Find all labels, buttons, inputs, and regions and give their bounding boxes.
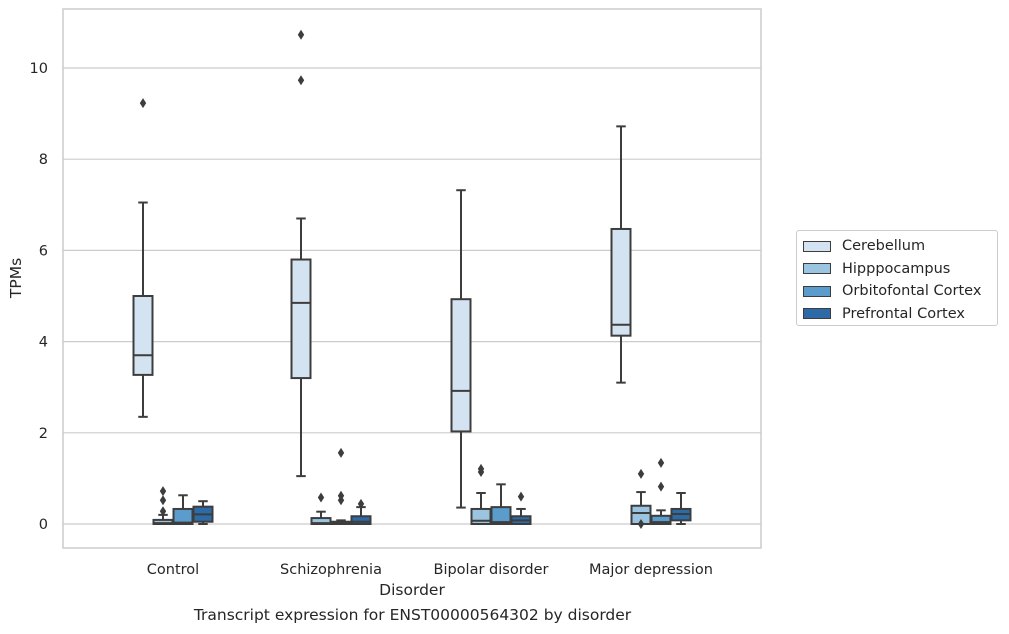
y-axis-label: TPMs — [7, 258, 25, 299]
chart-title: Transcript expression for ENST0000056430… — [193, 606, 632, 624]
box-prefrontal-cortex-1 — [350, 498, 372, 525]
outlier-point — [159, 495, 167, 506]
x-tick-labels: Control Schizophrenia Bipolar disorder Majo… — [147, 562, 713, 578]
box-orbitofontal-cortex-1 — [330, 447, 352, 525]
outlier-point — [477, 463, 485, 474]
box-cerebellum-0 — [132, 98, 154, 418]
box-prefrontal-cortex-0 — [192, 500, 214, 525]
legend-swatch — [803, 308, 831, 320]
box-prefrontal-cortex-2 — [510, 491, 532, 525]
outlier-point — [317, 492, 325, 503]
outlier-point — [297, 29, 305, 40]
legend-item: Cerebellum — [803, 235, 997, 258]
x-tick-label: Schizophrenia — [280, 562, 382, 578]
box-prefrontal-cortex-3 — [670, 491, 692, 525]
box-iqr — [290, 258, 312, 380]
y-tick-label: 6 — [39, 243, 48, 259]
outlier-point — [657, 457, 665, 468]
y-tick-label: 4 — [39, 335, 48, 351]
outlier-point — [139, 98, 147, 109]
y-tick-label: 10 — [30, 61, 48, 77]
outlier-point — [357, 498, 365, 509]
y-tick-label: 2 — [39, 426, 48, 442]
legend-label: Prefrontal Cortex — [842, 305, 965, 322]
box-orbitofontal-cortex-3 — [650, 457, 672, 525]
y-tick-label: 8 — [39, 152, 48, 168]
outlier-point — [159, 486, 167, 497]
box-hipppocampus-2 — [470, 463, 492, 525]
outlier-point — [159, 506, 167, 517]
box-hipppocampus-0 — [152, 486, 174, 525]
outlier-point — [337, 490, 345, 501]
outlier-point — [637, 468, 645, 479]
box-iqr — [610, 227, 632, 337]
grid-lines — [63, 67, 761, 525]
legend-label: Orbitofontal Cortex — [842, 283, 982, 300]
box-cerebellum-1 — [290, 29, 312, 478]
box-orbitofontal-cortex-0 — [172, 494, 194, 525]
box-orbitofontal-cortex-2 — [490, 483, 512, 525]
x-tick-label: Control — [147, 562, 199, 578]
box-cerebellum-3 — [610, 125, 632, 384]
outlier-point — [517, 491, 525, 502]
box-iqr — [350, 515, 372, 525]
y-tick-labels: 0 2 4 6 8 10 — [30, 61, 48, 533]
box-hipppocampus-1 — [310, 492, 332, 526]
box-iqr — [450, 298, 472, 433]
x-tick-label: Major depression — [589, 562, 713, 578]
legend-label: Cerebellum — [842, 238, 926, 255]
legend: Cerebellum Hipppocampus Orbitofontal Corte… — [796, 230, 998, 326]
legend-swatch — [803, 285, 831, 297]
box-cerebellum-2 — [450, 189, 472, 509]
legend-swatch — [803, 263, 831, 275]
outlier-point — [657, 481, 665, 492]
legend-swatch — [803, 240, 831, 252]
box-iqr — [132, 295, 154, 376]
outlier-point — [337, 447, 345, 458]
legend-item: Orbitofontal Cortex — [803, 280, 997, 303]
box-plots — [132, 29, 692, 529]
legend-label: Hipppocampus — [842, 260, 951, 277]
x-tick-label: Bipolar disorder — [434, 562, 549, 578]
box-hipppocampus-3 — [630, 468, 652, 529]
legend-item: Prefrontal Cortex — [803, 303, 997, 326]
y-tick-label: 0 — [39, 517, 48, 533]
plot-area-frame — [62, 8, 762, 549]
legend-item: Hipppocampus — [803, 258, 997, 281]
x-axis-label: Disorder — [379, 581, 445, 599]
outlier-point — [297, 75, 305, 86]
outlier-point — [637, 519, 645, 529]
